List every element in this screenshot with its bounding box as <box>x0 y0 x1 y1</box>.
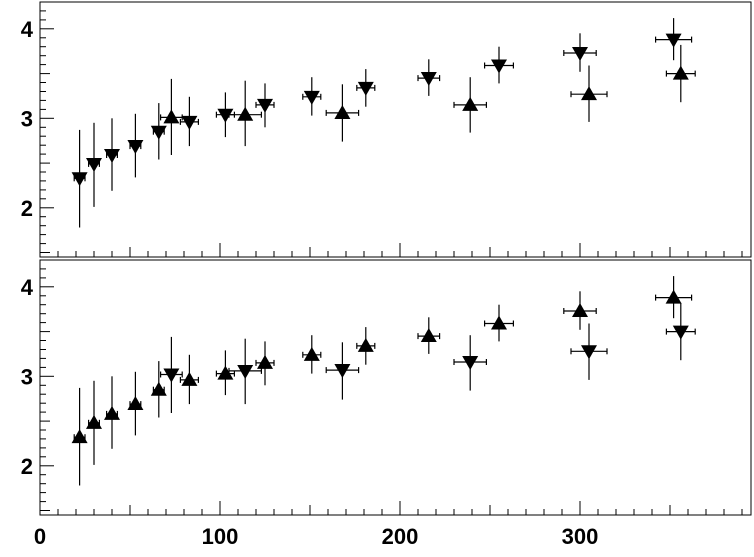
triangle-down-marker <box>334 364 351 379</box>
data-point <box>356 327 376 365</box>
triangle-up-marker <box>86 414 102 429</box>
triangle-up-marker <box>237 106 254 121</box>
y-tick-label: 2 <box>21 454 33 479</box>
data-point <box>127 113 144 178</box>
data-point <box>179 354 199 405</box>
plot-frame <box>39 259 752 516</box>
triangle-up-marker <box>357 337 374 352</box>
data-point <box>563 33 597 72</box>
triangle-down-marker <box>303 90 320 105</box>
triangle-down-marker <box>237 364 254 379</box>
triangle-up-marker <box>150 381 167 396</box>
data-point <box>570 65 608 122</box>
data-point <box>302 335 322 374</box>
data-point <box>86 380 102 465</box>
data-point <box>160 336 183 413</box>
triangle-up-marker <box>334 104 351 119</box>
data-point <box>127 371 144 436</box>
data-point <box>484 46 515 84</box>
triangle-up-marker <box>303 346 320 361</box>
x-tick-label: 100 <box>202 524 239 549</box>
triangle-down-marker <box>127 140 144 155</box>
triangle-up-marker <box>217 365 234 380</box>
data-point <box>179 96 199 147</box>
data-point <box>228 338 262 405</box>
triangle-up-marker <box>462 96 479 111</box>
data-point <box>570 323 608 380</box>
triangle-up-marker <box>581 86 597 101</box>
y-tick-label: 2 <box>21 196 33 221</box>
data-point <box>150 103 167 160</box>
data-point <box>150 361 167 418</box>
data-point <box>453 77 487 133</box>
triangle-up-marker <box>420 328 437 343</box>
data-point <box>71 387 88 486</box>
top-panel: 2 3 4 <box>21 1 752 258</box>
triangle-down-marker <box>665 33 682 48</box>
plot-frame <box>39 1 752 258</box>
x-tick-label: 200 <box>382 524 419 549</box>
triangle-up-marker <box>163 109 180 124</box>
triangle-down-marker <box>71 172 88 187</box>
data-point <box>325 84 360 142</box>
triangle-down-marker <box>581 345 597 360</box>
data-point <box>228 80 262 147</box>
data-point <box>71 129 88 228</box>
data-point <box>302 77 322 116</box>
triangle-up-marker <box>104 405 120 420</box>
x-axis: 0 100 200 300 <box>34 524 598 549</box>
data-point <box>665 44 696 103</box>
triangle-down-marker <box>672 325 689 340</box>
triangle-down-marker <box>491 59 507 74</box>
data-point <box>417 59 441 96</box>
triangle-up-marker <box>572 303 588 317</box>
triangle-up-marker <box>672 65 689 80</box>
data-point <box>417 317 441 354</box>
bottom-panel: 2 3 4 <box>21 259 752 516</box>
y-tick-label: 3 <box>21 364 33 389</box>
y-tick-label: 4 <box>21 275 34 300</box>
triangle-down-marker <box>163 368 180 383</box>
triangle-up-marker <box>71 429 88 444</box>
triangle-down-marker <box>181 115 198 130</box>
triangle-down-marker <box>357 81 374 96</box>
triangle-up-marker <box>665 289 682 304</box>
data-point <box>563 291 597 330</box>
y-tick-label: 3 <box>21 106 33 131</box>
triangle-up-marker <box>257 354 273 369</box>
triangle-down-marker <box>420 72 437 87</box>
triangle-down-marker <box>217 108 234 123</box>
x-tick-label: 0 <box>34 524 46 549</box>
triangle-up-marker <box>127 396 144 411</box>
triangle-down-marker <box>572 47 588 61</box>
triangle-up-marker <box>181 371 198 386</box>
data-point <box>453 335 487 391</box>
x-tick-label: 300 <box>562 524 599 549</box>
data-point <box>325 342 360 400</box>
data-point <box>255 341 275 386</box>
data-point <box>665 302 696 361</box>
data-point <box>160 78 183 155</box>
data-point <box>356 69 376 107</box>
triangle-down-marker <box>257 98 273 113</box>
data-point <box>654 18 693 61</box>
data-point <box>255 83 275 128</box>
data-point <box>215 350 235 396</box>
data-point <box>86 122 102 207</box>
triangle-down-marker <box>150 125 167 140</box>
triangle-down-marker <box>86 157 102 172</box>
data-point <box>104 376 120 449</box>
data-point <box>104 118 120 191</box>
data-point <box>654 276 693 319</box>
triangle-down-marker <box>104 149 120 163</box>
triangle-up-marker <box>491 315 507 330</box>
y-tick-label: 4 <box>21 17 34 42</box>
triangle-down-marker <box>462 356 479 370</box>
data-point <box>484 304 515 342</box>
